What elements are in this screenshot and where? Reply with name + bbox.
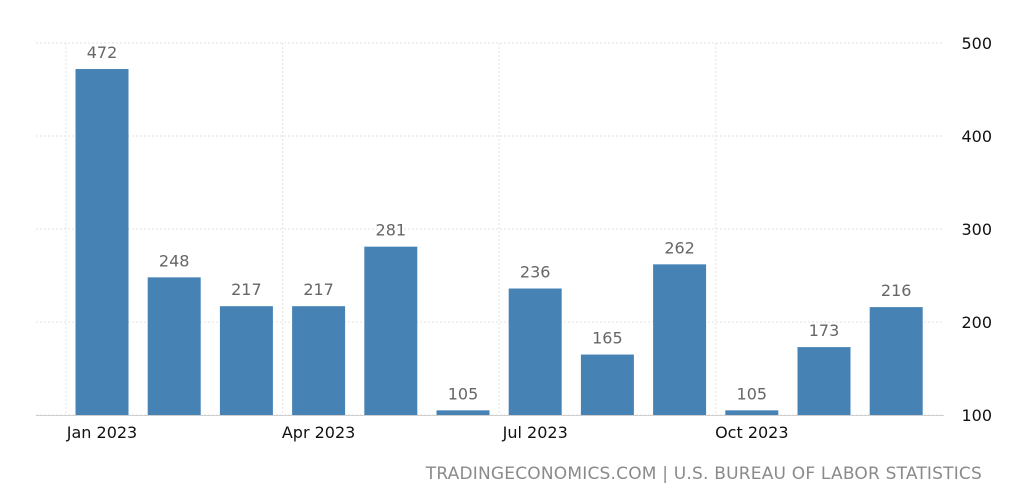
y-tick-label: 300	[961, 220, 992, 239]
bar	[219, 306, 273, 415]
data-label: 165	[592, 329, 623, 348]
bar	[725, 410, 779, 415]
data-label: 472	[87, 43, 118, 62]
data-label: 262	[664, 238, 695, 257]
data-label: 236	[520, 263, 551, 282]
bar	[508, 288, 562, 415]
y-tick-label: 500	[961, 34, 992, 53]
data-label: 217	[303, 280, 334, 299]
y-tick-label: 200	[961, 313, 992, 332]
data-label: 105	[737, 384, 768, 403]
bar	[436, 410, 490, 415]
data-label: 216	[881, 281, 912, 300]
x-tick-label: Oct 2023	[715, 423, 788, 442]
bar	[797, 347, 851, 415]
bar	[147, 277, 201, 415]
bar	[75, 69, 129, 415]
data-label: 173	[809, 321, 840, 340]
bar	[869, 307, 923, 415]
data-label: 105	[448, 384, 479, 403]
bar	[580, 354, 634, 415]
bar	[364, 246, 418, 415]
y-tick-label: 400	[961, 127, 992, 146]
x-tick-label: Jan 2023	[66, 423, 137, 442]
data-label: 248	[159, 251, 190, 270]
x-tick-label: Jul 2023	[502, 423, 568, 442]
y-tick-label: 100	[961, 406, 992, 425]
x-tick-label: Apr 2023	[282, 423, 355, 442]
data-label: 281	[376, 221, 407, 240]
bar	[292, 306, 346, 415]
bar	[653, 264, 707, 415]
source-attribution: TRADINGECONOMICS.COM | U.S. BUREAU OF LA…	[425, 464, 982, 484]
data-label: 217	[231, 280, 262, 299]
